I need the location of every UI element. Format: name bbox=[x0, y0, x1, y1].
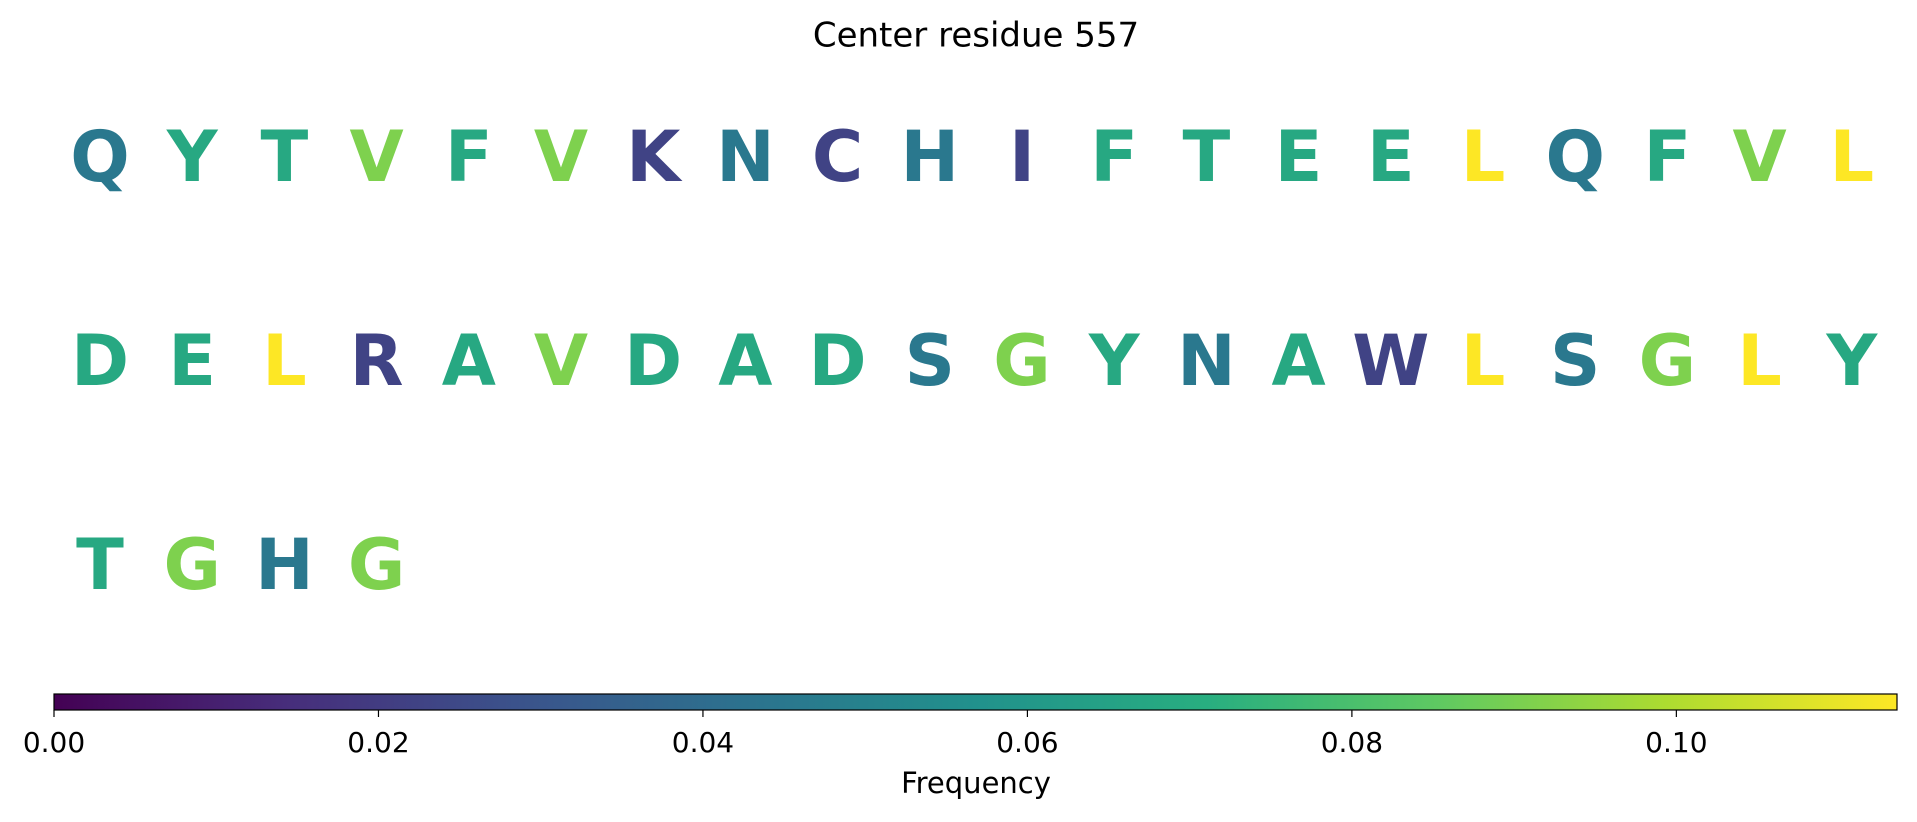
residue: A bbox=[1272, 320, 1326, 402]
residue: E bbox=[168, 320, 216, 402]
residue: N bbox=[716, 116, 775, 198]
residue: S bbox=[1550, 320, 1600, 402]
residue: I bbox=[1009, 116, 1035, 198]
residue: F bbox=[1090, 116, 1138, 198]
residue: L bbox=[1461, 320, 1506, 402]
residue: V bbox=[1733, 116, 1787, 198]
residue: V bbox=[350, 116, 404, 198]
residue: Q bbox=[1545, 116, 1605, 198]
residue: Q bbox=[70, 116, 130, 198]
residue: C bbox=[812, 116, 863, 198]
residue: Y bbox=[1088, 320, 1141, 402]
residue: E bbox=[1275, 116, 1323, 198]
residue: F bbox=[445, 116, 493, 198]
residue: D bbox=[809, 320, 867, 402]
residue: A bbox=[442, 320, 496, 402]
colorbar-label: Frequency bbox=[901, 766, 1051, 800]
residue: L bbox=[262, 320, 307, 402]
residue: Y bbox=[1825, 320, 1878, 402]
residue: S bbox=[905, 320, 955, 402]
residue: L bbox=[1829, 116, 1874, 198]
residue: V bbox=[534, 116, 588, 198]
colorbar-tick-label: 0.00 bbox=[23, 726, 85, 759]
residue: V bbox=[534, 320, 588, 402]
colorbar-tick-label: 0.02 bbox=[347, 726, 409, 759]
chart-title: Center residue 557 bbox=[813, 16, 1139, 56]
residue: D bbox=[71, 320, 129, 402]
residue: L bbox=[1737, 320, 1782, 402]
colorbar-tick-label: 0.06 bbox=[996, 726, 1058, 759]
residue: G bbox=[348, 524, 405, 606]
residue: F bbox=[1643, 116, 1691, 198]
residue: G bbox=[163, 524, 220, 606]
residue: H bbox=[255, 524, 314, 606]
colorbar-tick-label: 0.08 bbox=[1321, 726, 1383, 759]
residue: N bbox=[1177, 320, 1236, 402]
residue: T bbox=[76, 524, 124, 606]
residue: E bbox=[1367, 116, 1415, 198]
residue: L bbox=[1461, 116, 1506, 198]
colorbar-tick-label: 0.10 bbox=[1645, 726, 1707, 759]
residue: R bbox=[350, 320, 404, 402]
colorbar bbox=[53, 693, 1898, 711]
residue: W bbox=[1352, 320, 1429, 402]
residue: G bbox=[993, 320, 1050, 402]
residue: A bbox=[718, 320, 772, 402]
residue: G bbox=[1639, 320, 1696, 402]
residue: D bbox=[624, 320, 682, 402]
residue: T bbox=[1183, 116, 1231, 198]
residue: Y bbox=[166, 116, 219, 198]
residue: T bbox=[261, 116, 309, 198]
residue: H bbox=[901, 116, 960, 198]
colorbar-tick-label: 0.04 bbox=[672, 726, 734, 759]
residue: K bbox=[626, 116, 683, 198]
